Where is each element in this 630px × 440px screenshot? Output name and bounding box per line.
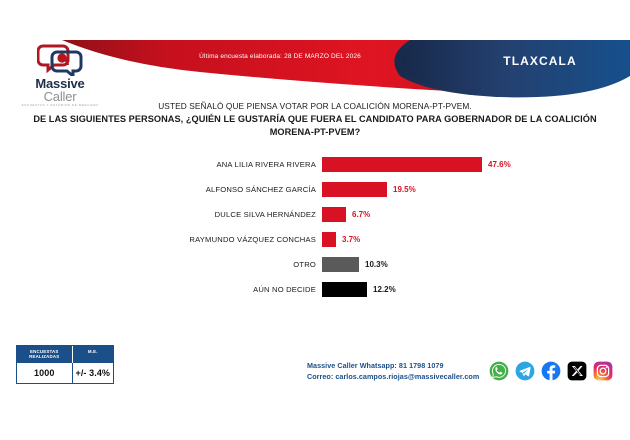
bar-category-label: ANA LILIA RIVERA RIVERA bbox=[216, 160, 316, 169]
instagram-icon[interactable] bbox=[593, 361, 613, 381]
bar-rect bbox=[322, 182, 387, 197]
contact-email: Correo: carlos.campos.riojas@massivecall… bbox=[307, 371, 480, 381]
bar-wrapper: 19.5% bbox=[322, 177, 416, 202]
question-block: USTED SEÑALÓ QUE PIENSA VOTAR POR LA COA… bbox=[28, 101, 602, 138]
facebook-icon[interactable] bbox=[541, 361, 561, 381]
sample-value-surveys: 1000 bbox=[17, 362, 73, 383]
survey-date-label: Última encuesta elaborada: 28 DE MARZO D… bbox=[199, 53, 361, 60]
bar-wrapper: 3.7% bbox=[322, 227, 360, 252]
sample-header-surveys: ENCUESTAS REALIZADAS bbox=[17, 346, 73, 363]
bar-value-label: 10.3% bbox=[365, 260, 388, 269]
bar-value-label: 19.5% bbox=[393, 185, 416, 194]
bar-rect bbox=[322, 232, 336, 247]
question-line-2: DE LAS SIGUIENTES PERSONAS, ¿QUIÉN LE GU… bbox=[33, 114, 597, 137]
bar-rect bbox=[322, 282, 367, 297]
bar-category-label: RAYMUNDO VÁZQUEZ CONCHAS bbox=[189, 235, 316, 244]
bar-value-label: 6.7% bbox=[352, 210, 371, 219]
contact-whatsapp: Massive Caller Whatsapp: 81 1798 1079 bbox=[307, 361, 444, 370]
chart-row: ALFONSO SÁNCHEZ GARCÍA 19.5% bbox=[0, 177, 630, 202]
header-navy-overlay bbox=[401, 40, 630, 97]
social-links bbox=[489, 361, 613, 381]
sample-size-box: ENCUESTAS REALIZADAS M.E. 1000 +/- 3.4% bbox=[16, 345, 114, 384]
telegram-icon[interactable] bbox=[515, 361, 535, 381]
chart-row: DULCE SILVA HERNÁNDEZ 6.7% bbox=[0, 202, 630, 227]
bar-category-label: AÚN NO DECIDE bbox=[253, 285, 316, 294]
bar-category-label: DULCE SILVA HERNÁNDEZ bbox=[214, 210, 316, 219]
chart-row: RAYMUNDO VÁZQUEZ CONCHAS 3.7% bbox=[0, 227, 630, 252]
brand-logo: Massive Caller ENCUESTAS Y ESTUDIOS DE M… bbox=[14, 42, 106, 107]
bar-rect bbox=[322, 257, 359, 272]
bar-value-label: 47.6% bbox=[488, 160, 511, 169]
speech-bubbles-icon bbox=[37, 44, 83, 76]
bar-rect bbox=[322, 157, 482, 172]
horizontal-bar-chart: ANA LILIA RIVERA RIVERA 47.6% ALFONSO SÁNC… bbox=[0, 152, 630, 307]
bar-wrapper: 12.2% bbox=[322, 277, 396, 302]
logo-tagline: ENCUESTAS Y ESTUDIOS DE MERCADO bbox=[21, 103, 99, 107]
x-twitter-icon[interactable] bbox=[567, 361, 587, 381]
sample-box-body: 1000 +/- 3.4% bbox=[17, 362, 113, 383]
sample-value-margin: +/- 3.4% bbox=[75, 367, 111, 378]
logo-name-bottom: Caller bbox=[43, 89, 77, 104]
bar-category-label: ALFONSO SÁNCHEZ GARCÍA bbox=[205, 185, 316, 194]
bar-wrapper: 6.7% bbox=[322, 202, 370, 227]
chart-row: OTRO 10.3% bbox=[0, 252, 630, 277]
sample-box-header: ENCUESTAS REALIZADAS M.E. bbox=[17, 346, 113, 363]
contact-info: Massive Caller Whatsapp: 81 1798 1079 Co… bbox=[307, 361, 479, 382]
chart-row: AÚN NO DECIDE 12.2% bbox=[0, 277, 630, 302]
state-title: TLAXCALA bbox=[503, 54, 577, 68]
chart-row: ANA LILIA RIVERA RIVERA 47.6% bbox=[0, 152, 630, 177]
bar-category-label: OTRO bbox=[293, 260, 316, 269]
logo-name-top: Massive bbox=[35, 76, 85, 91]
bar-value-label: 12.2% bbox=[373, 285, 396, 294]
bar-wrapper: 47.6% bbox=[322, 152, 511, 177]
sample-header-margin: M.E. bbox=[87, 349, 98, 354]
whatsapp-icon[interactable] bbox=[489, 361, 509, 381]
bar-wrapper: 10.3% bbox=[322, 252, 388, 277]
bar-rect bbox=[322, 207, 346, 222]
question-line-1: USTED SEÑALÓ QUE PIENSA VOTAR POR LA COA… bbox=[158, 101, 472, 111]
bar-value-label: 3.7% bbox=[342, 235, 361, 244]
header-banner bbox=[0, 40, 630, 98]
